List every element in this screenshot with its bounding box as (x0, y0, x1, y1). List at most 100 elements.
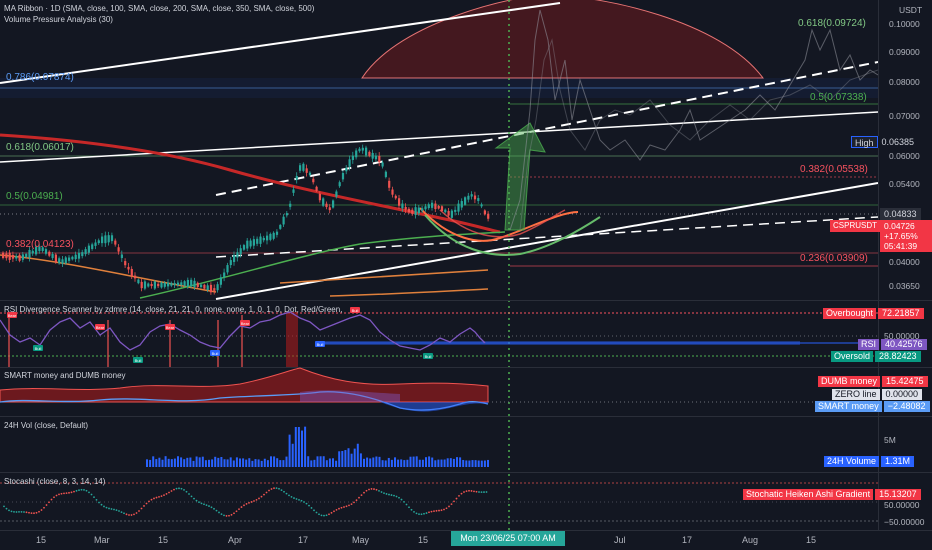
candle (8, 249, 11, 263)
stoch-dot (75, 489, 78, 492)
stoch-dot (118, 510, 120, 512)
fib-label-right-0618: 0.618(0.09724) (798, 18, 866, 29)
candle (302, 162, 305, 173)
volume-bar (406, 459, 409, 467)
volume-bar (307, 456, 310, 467)
stoch-dot (185, 490, 188, 493)
stoch-dot (360, 494, 363, 497)
fib-label-right-0382: 0.382(0.05538) (800, 164, 868, 175)
volume-bar (356, 443, 359, 467)
volume-bar (487, 459, 489, 467)
volume-bar (480, 460, 483, 467)
volume-bar (403, 460, 406, 467)
candle (305, 164, 308, 177)
candle (454, 206, 457, 216)
stoch-dot (28, 511, 30, 514)
stoch-dot (103, 505, 105, 508)
money-title[interactable]: SMART money and DUMB money (4, 371, 126, 380)
stoch-dot (235, 510, 238, 513)
trendline-top (0, 2, 561, 84)
candle (431, 200, 434, 211)
stoch-dot (85, 489, 88, 492)
candle (315, 185, 318, 192)
volume-bar (421, 459, 424, 467)
candle (464, 196, 467, 206)
candle (262, 235, 265, 243)
candle (437, 205, 440, 210)
volume-bar (214, 456, 217, 467)
rsi-tag-label: Bear (166, 325, 175, 330)
volume-bar (372, 457, 375, 467)
price-tick: 0.04000 (889, 257, 920, 267)
stoch-dot (270, 488, 273, 490)
volume-pressure-title[interactable]: Volume Pressure Analysis (30) (4, 15, 113, 24)
time-axis[interactable]: 15 Mar 15 Apr 17 May 15 Jul 17 Aug 15 (0, 531, 878, 550)
candle (325, 201, 328, 210)
cup-arc-green (424, 214, 601, 256)
volume-title[interactable]: 24H Vol (close, Default) (4, 421, 89, 430)
candle (256, 236, 259, 247)
stoch-dot (10, 510, 13, 513)
price-tick: 0.06000 (889, 151, 920, 161)
fib-label-right-05: 0.5(0.07338) (810, 92, 867, 103)
candle (460, 198, 463, 211)
stoch-dot (415, 512, 418, 515)
stoch-dot (210, 506, 213, 509)
stoch-dot (255, 499, 258, 501)
stoch-dot (93, 496, 95, 499)
high-badge-label: High (851, 136, 878, 148)
volume-bar (437, 459, 440, 467)
stoch-dot (45, 504, 48, 506)
stoch-dot (130, 514, 133, 516)
volume-bar (440, 459, 443, 467)
stoch-title[interactable]: Stocashi (close, 8, 3, 14, 14) (4, 477, 106, 486)
volume-bar (434, 460, 437, 467)
rsi-tag: Bear (7, 312, 17, 318)
candle (117, 244, 120, 255)
candle (25, 252, 28, 259)
candle (252, 235, 255, 249)
price-axis[interactable]: USDT 0.10000 0.09000 0.08000 0.07000 0.0… (879, 0, 932, 300)
stoch-dot (183, 489, 185, 491)
price-change: +17.65% (884, 231, 918, 241)
stoch-dot (333, 510, 335, 513)
stoch-dot (293, 497, 295, 499)
symbol-badge[interactable]: CSPRUSDT (830, 220, 881, 232)
volume-bar (170, 459, 173, 467)
smart-money-value: −2.48082 (883, 401, 930, 412)
stoch-dot (440, 509, 443, 512)
rsi-tag: Bull (210, 350, 220, 356)
indicator-header: MA Ribbon · 1D (SMA, close, 100, SMA, cl… (4, 3, 314, 25)
ma-ribbon-title[interactable]: MA Ribbon · 1D (SMA, close, 100, SMA, cl… (4, 4, 315, 13)
stoch-dot (180, 487, 183, 490)
rsi-title[interactable]: RSI Divergence Scanner by zdmre (14, clo… (4, 305, 344, 314)
candle (160, 281, 163, 289)
stoch-dot (163, 494, 165, 497)
candle (361, 144, 364, 154)
stoch-dot (105, 506, 108, 509)
volume-bar (223, 459, 226, 467)
candle (180, 279, 183, 288)
rsi-badge: RSI 40.42576 (858, 339, 927, 350)
stoch-dot (310, 507, 313, 509)
volume-bar (201, 456, 204, 467)
stoch-dot (303, 501, 305, 503)
rsi-tag: Bull (133, 357, 143, 363)
price-tick: 0.08000 (889, 77, 920, 87)
stoch-dot (143, 505, 145, 507)
stoch-dot (273, 487, 275, 490)
stoch-dot (250, 501, 253, 503)
volume-bar (204, 460, 207, 467)
trendline-dashed-upper (215, 61, 878, 196)
candles-group (2, 144, 490, 295)
volume-bar (319, 456, 322, 467)
stoch-dot (40, 509, 43, 511)
stoch-dot (438, 509, 440, 512)
candle (480, 202, 483, 209)
price-tick: 0.07000 (889, 111, 920, 121)
stoch-dot (478, 491, 480, 493)
volume-bar (378, 456, 381, 467)
candle (186, 277, 189, 289)
candle (312, 176, 315, 185)
